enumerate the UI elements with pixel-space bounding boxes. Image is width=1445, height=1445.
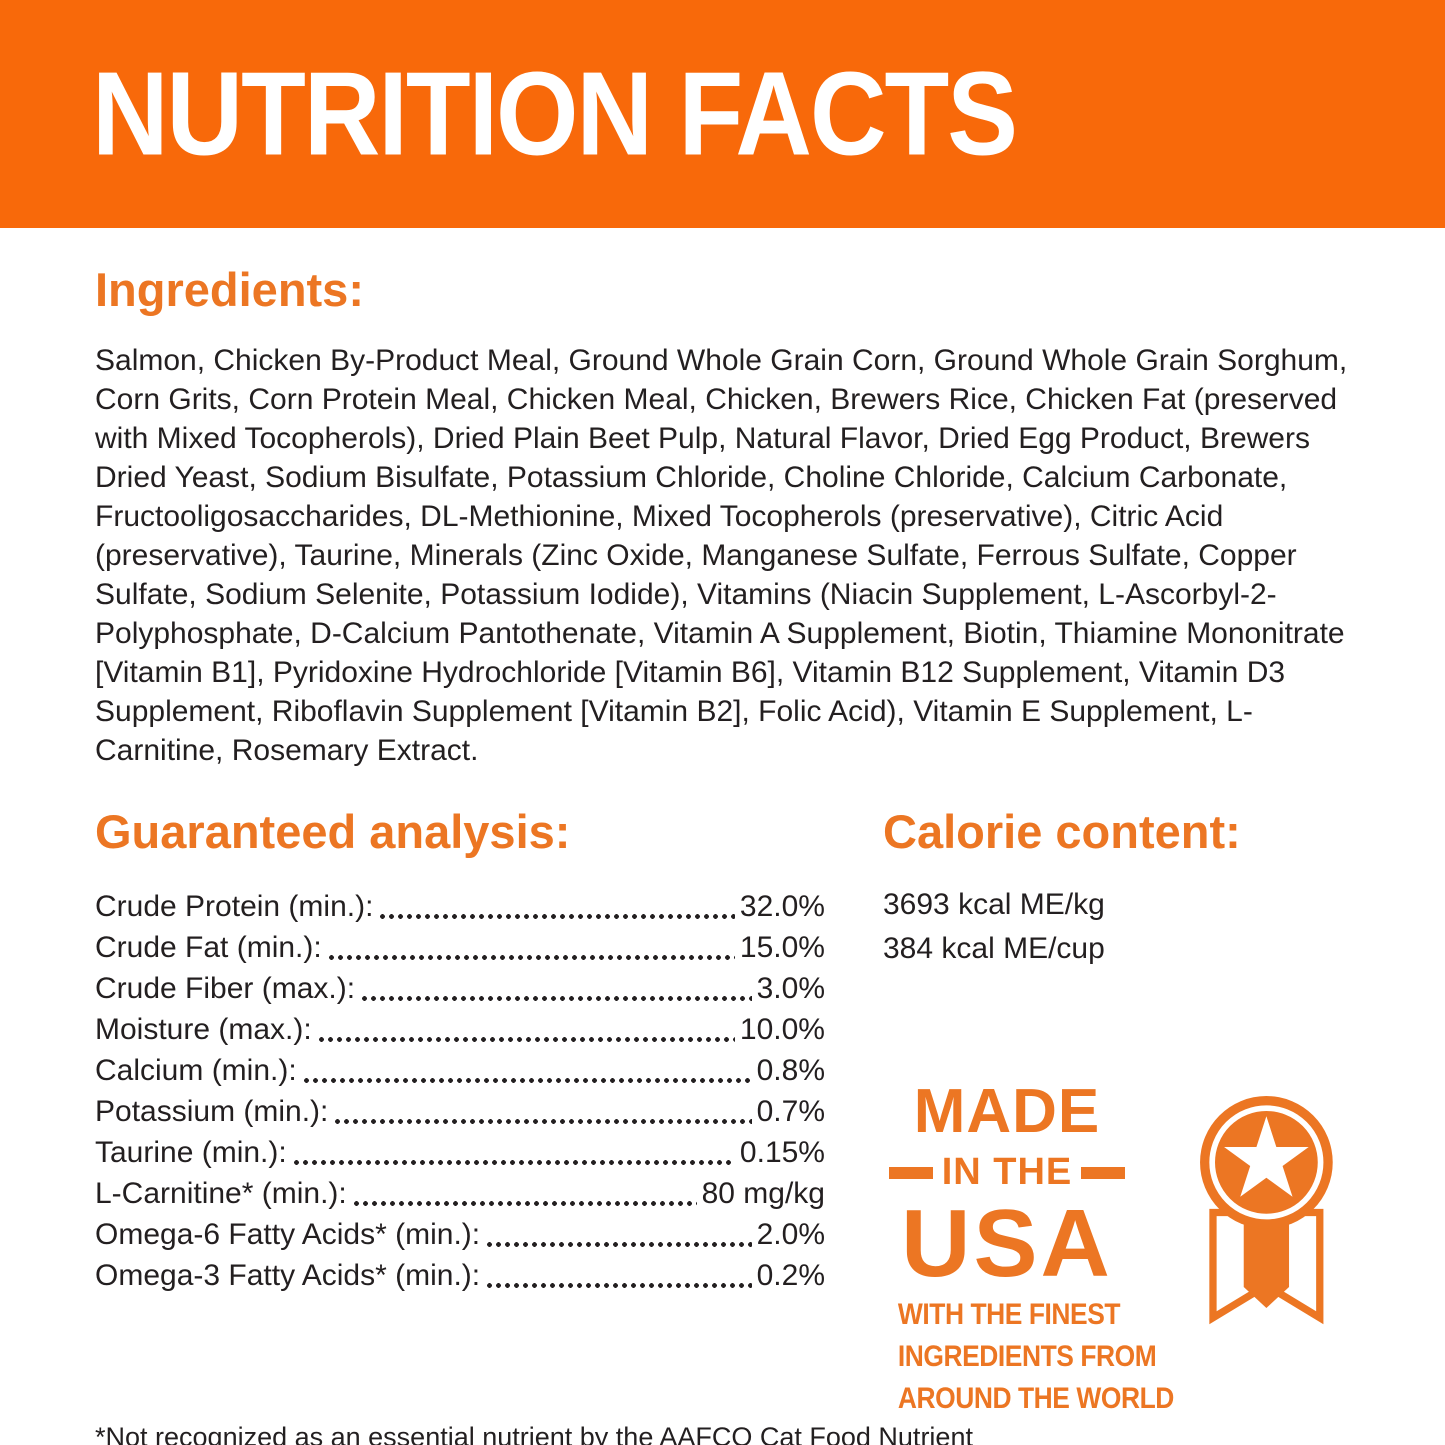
label-content: Ingredients: Salmon, Chicken By-Product … xyxy=(0,262,1445,1445)
dot-leader xyxy=(376,883,736,924)
analysis-row: Taurine (min.): 0.15% xyxy=(95,1129,825,1170)
aafco-footnote: *Not recognized as an essential nutrient… xyxy=(95,1421,973,1445)
analysis-label: Moisture (max.): xyxy=(95,1013,312,1046)
page-title: NUTRITION FACTS xyxy=(92,47,1018,180)
dot-leader xyxy=(325,924,737,965)
badge-in-the-label: IN THE xyxy=(941,1151,1073,1193)
badge-subline-1: WITH THE FINEST xyxy=(897,1298,1121,1332)
analysis-value: 3.0% xyxy=(756,972,825,1005)
analysis-row: Potassium (min.): 0.7% xyxy=(95,1088,825,1129)
analysis-label: Crude Protein (min.): xyxy=(95,890,374,923)
analysis-label: Potassium (min.): xyxy=(95,1095,329,1128)
analysis-label: Crude Fiber (max.): xyxy=(95,972,356,1005)
analysis-value: 10.0% xyxy=(739,1013,825,1046)
ingredients-section: Ingredients: Salmon, Chicken By-Product … xyxy=(95,262,1350,770)
calorie-per-kg: 3693 kcal ME/kg xyxy=(883,888,1105,921)
analysis-row: Moisture (max.): 10.0% xyxy=(95,1006,825,1047)
analysis-label: Taurine (min.): xyxy=(95,1136,287,1169)
ingredients-text: Salmon, Chicken By-Product Meal, Ground … xyxy=(95,344,1348,767)
analysis-label: Omega-6 Fatty Acids* (min.): xyxy=(95,1218,481,1251)
calorie-content-heading: Calorie content: xyxy=(883,805,1241,858)
analysis-label: Calcium (min.): xyxy=(95,1054,297,1087)
analysis-value: 80 mg/kg xyxy=(701,1177,825,1210)
analysis-value: 15.0% xyxy=(739,931,825,964)
analysis-list: Crude Protein (min.): 32.0% Crude Fat (m… xyxy=(95,883,825,1293)
nutrition-facts-banner: NUTRITION FACTS xyxy=(0,0,1445,228)
calorie-lines: 3693 kcal ME/kg 384 kcal ME/cup xyxy=(883,883,1357,971)
dot-leader xyxy=(331,1088,753,1129)
analysis-row: Crude Protein (min.): 32.0% xyxy=(95,883,825,924)
made-in-usa-badge: MADE IN THE USA WITH THE FINEST INGREDIE… xyxy=(883,1081,1357,1415)
analysis-value: 0.2% xyxy=(756,1259,825,1292)
badge-made-label: MADE xyxy=(913,1077,1101,1146)
analysis-row: Crude Fat (min.): 15.0% xyxy=(95,924,825,965)
analysis-value: 2.0% xyxy=(756,1218,825,1251)
two-column-area: Guaranteed analysis: Crude Protein (min.… xyxy=(95,804,1350,1415)
star-ribbon-icon xyxy=(1200,1096,1333,1325)
badge-subline-2: INGREDIENTS FROM xyxy=(897,1339,1157,1373)
analysis-row: Omega-3 Fatty Acids* (min.): 0.2% xyxy=(95,1252,825,1293)
guaranteed-analysis-heading: Guaranteed analysis: xyxy=(95,805,571,858)
badge-usa-label: USA xyxy=(901,1190,1113,1297)
dot-leader xyxy=(315,1006,737,1047)
analysis-row: Crude Fiber (max.): 3.0% xyxy=(95,965,825,1006)
dot-leader xyxy=(358,965,754,1006)
dash-bar-left xyxy=(888,1166,933,1179)
calorie-content-section: Calorie content: 3693 kcal ME/kg 384 kca… xyxy=(883,804,1357,1415)
analysis-label: Crude Fat (min.): xyxy=(95,931,322,964)
guaranteed-analysis-section: Guaranteed analysis: Crude Protein (min.… xyxy=(95,804,825,1293)
analysis-value: 0.7% xyxy=(756,1095,825,1128)
analysis-row: Omega-6 Fatty Acids* (min.): 2.0% xyxy=(95,1211,825,1252)
dot-leader xyxy=(483,1211,754,1252)
analysis-row: L-Carnitine* (min.): 80 mg/kg xyxy=(95,1170,825,1211)
dot-leader xyxy=(350,1170,699,1211)
analysis-value: 0.15% xyxy=(739,1136,825,1169)
made-in-usa-text: MADE IN THE USA WITH THE FINEST INGREDIE… xyxy=(883,1077,1174,1415)
analysis-value: 0.8% xyxy=(756,1054,825,1087)
badge-subline-3: AROUND THE WORLD xyxy=(897,1381,1174,1415)
dot-leader xyxy=(300,1047,754,1088)
ingredients-heading: Ingredients: xyxy=(95,263,364,316)
analysis-value: 32.0% xyxy=(739,890,825,923)
analysis-label: Omega-3 Fatty Acids* (min.): xyxy=(95,1259,481,1292)
dot-leader xyxy=(290,1129,737,1170)
dot-leader xyxy=(483,1252,754,1293)
calorie-per-cup: 384 kcal ME/cup xyxy=(883,932,1105,965)
analysis-row: Calcium (min.): 0.8% xyxy=(95,1047,825,1088)
badge-in-the-row: IN THE xyxy=(883,1151,1131,1194)
dash-bar-right xyxy=(1081,1166,1126,1179)
analysis-label: L-Carnitine* (min.): xyxy=(95,1177,347,1210)
